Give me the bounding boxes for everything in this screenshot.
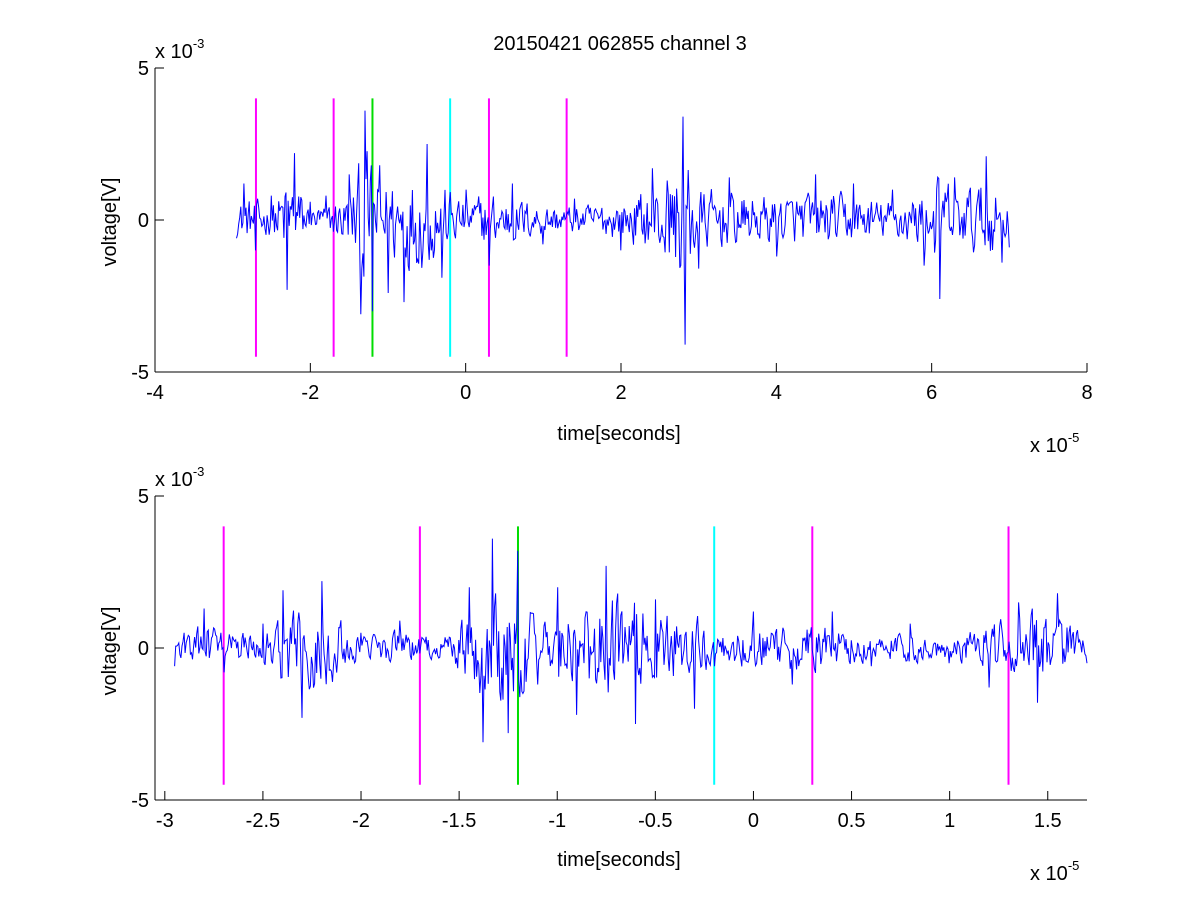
bottom-y-tick-label: 5 bbox=[138, 486, 149, 508]
bottom-y-exponent: x 10-3 bbox=[155, 464, 204, 491]
top-y-tick-label: -5 bbox=[131, 362, 149, 384]
top-y-axis-label: voltage[V] bbox=[99, 178, 121, 267]
bottom-x-tick-label: 0.5 bbox=[838, 810, 866, 832]
top-x-axis-label: time[seconds] bbox=[557, 423, 680, 445]
top-x-exponent-power: -5 bbox=[1068, 430, 1080, 445]
top-y-exponent: x 10-3 bbox=[155, 36, 204, 63]
top-y-exponent-base: x 10 bbox=[155, 41, 193, 63]
top-y-tick-label: 0 bbox=[138, 210, 149, 232]
bottom-y-tick-label: 0 bbox=[138, 638, 149, 660]
bottom-x-tick-label: 1.5 bbox=[1034, 810, 1062, 832]
top-x-tick-label: 8 bbox=[1081, 382, 1092, 404]
top-x-exponent: x 10-5 bbox=[1030, 430, 1079, 457]
bottom-plot: x 10-3 voltage[V] time[seconds] x 10-5 -… bbox=[99, 464, 1088, 885]
bottom-x-tick-label: -0.5 bbox=[638, 810, 672, 832]
top-x-ticks: -4 -2 0 2 4 6 8 bbox=[146, 363, 1093, 404]
top-plot: x 10-3 voltage[V] time[seconds] x 10-5 -… bbox=[99, 36, 1093, 457]
bottom-x-tick-label: 1 bbox=[944, 810, 955, 832]
bottom-y-exponent-power: -3 bbox=[193, 464, 205, 479]
bottom-x-exponent-base: x 10 bbox=[1030, 863, 1068, 885]
bottom-x-exponent-power: -5 bbox=[1068, 858, 1080, 873]
top-x-tick-label: 4 bbox=[771, 382, 782, 404]
bottom-y-tick-label: -5 bbox=[131, 790, 149, 812]
figure-title: 20150421 062855 channel 3 bbox=[493, 33, 747, 55]
top-signal-trace bbox=[236, 110, 1010, 345]
top-y-exponent-power: -3 bbox=[193, 36, 205, 51]
bottom-x-tick-label: -1.5 bbox=[442, 810, 476, 832]
top-y-tick-label: 5 bbox=[138, 58, 149, 80]
top-signal-series bbox=[236, 110, 1010, 345]
bottom-x-ticks: -3 -2.5 -2 -1.5 -1 -0.5 0 0.5 1 1.5 bbox=[156, 791, 1062, 832]
top-x-tick-label: 0 bbox=[460, 382, 471, 404]
bottom-y-exponent-base: x 10 bbox=[155, 469, 193, 491]
bottom-x-tick-label: -2 bbox=[352, 810, 370, 832]
bottom-signal-trace bbox=[174, 538, 1088, 743]
bottom-x-tick-label: 0 bbox=[748, 810, 759, 832]
bottom-y-axis-label: voltage[V] bbox=[99, 607, 121, 696]
bottom-x-tick-label: -3 bbox=[156, 810, 174, 832]
top-x-tick-label: 6 bbox=[926, 382, 937, 404]
top-x-tick-label: -2 bbox=[301, 382, 319, 404]
top-x-tick-label: -4 bbox=[146, 382, 164, 404]
bottom-x-tick-label: -2.5 bbox=[246, 810, 280, 832]
top-x-exponent-base: x 10 bbox=[1030, 435, 1068, 457]
top-x-tick-label: 2 bbox=[615, 382, 626, 404]
bottom-signal-series bbox=[174, 538, 1088, 743]
bottom-x-exponent: x 10-5 bbox=[1030, 858, 1079, 885]
bottom-x-tick-label: -1 bbox=[548, 810, 566, 832]
bottom-x-axis-label: time[seconds] bbox=[557, 849, 680, 871]
